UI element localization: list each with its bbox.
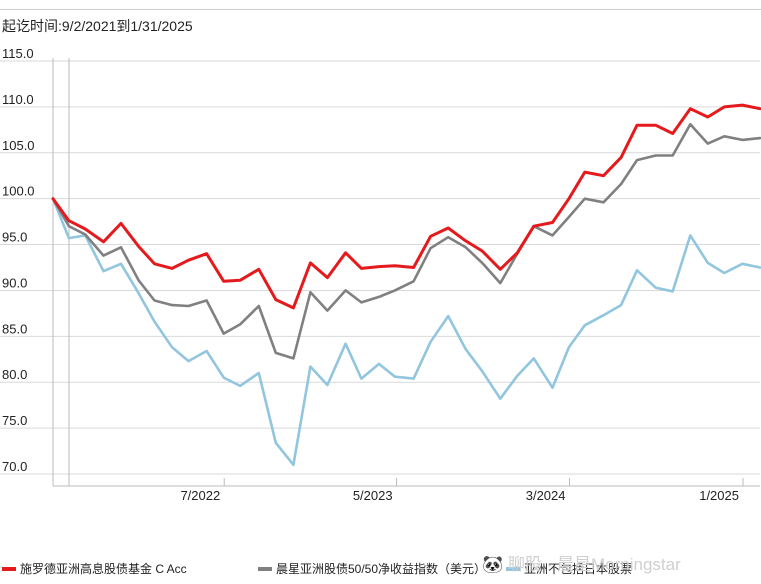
watermark: 🐼 聊股 · 晨星Morningstar: [482, 555, 681, 574]
y-tick-labels: 115.0 110.0 105.0 100.0 95.0 90.0 85.0 80.0 75.0…: [2, 46, 35, 474]
x-tick-label: 7/2022: [180, 488, 220, 503]
y-tick-label: 80.0: [2, 367, 27, 382]
y-tick-label: 100.0: [2, 184, 35, 199]
y-tick-label: 70.0: [2, 459, 27, 474]
legend-item-series-1: 施罗德亚洲高息股债基金 C Acc: [2, 560, 187, 577]
legend-item-series-3: 亚洲不包括日本股票: [506, 560, 632, 577]
x-tick-label: 3/2024: [526, 488, 566, 503]
legend-label: 晨星亚洲股债50/50净收益指数（美元）: [276, 562, 487, 576]
series-line-1: [51, 103, 761, 310]
chart-title: 起讫时间:9/2/2021到1/31/2025: [2, 18, 193, 34]
legend-swatch: [2, 566, 16, 571]
series-line-2: [51, 123, 761, 360]
y-tick-label: 115.0: [2, 46, 34, 61]
y-tick-label: 105.0: [2, 138, 35, 153]
x-tick-label: 1/2025: [699, 488, 739, 503]
series-lines: [51, 103, 761, 467]
y-tick-label: 75.0: [2, 413, 27, 428]
axes: [52, 58, 760, 487]
legend-item-series-2: 晨星亚洲股债50/50净收益指数（美元）: [258, 560, 486, 577]
legend-label: 施罗德亚洲高息股债基金 C Acc: [20, 562, 187, 576]
y-tick-label: 110.0: [2, 92, 34, 107]
legend-swatch: [506, 566, 520, 571]
y-tick-label: 90.0: [2, 275, 27, 290]
y-tick-label: 85.0: [2, 321, 27, 336]
y-tick-label: 95.0: [2, 230, 27, 245]
series-line-3: [51, 197, 761, 467]
gridlines: [0, 9, 761, 475]
x-tick-label: 5/2023: [353, 488, 393, 503]
legend-label: 亚洲不包括日本股票: [524, 562, 633, 576]
legend-swatch: [258, 566, 272, 571]
x-tick-labels: 7/2022 5/2023 3/2024 1/2025: [180, 478, 744, 503]
